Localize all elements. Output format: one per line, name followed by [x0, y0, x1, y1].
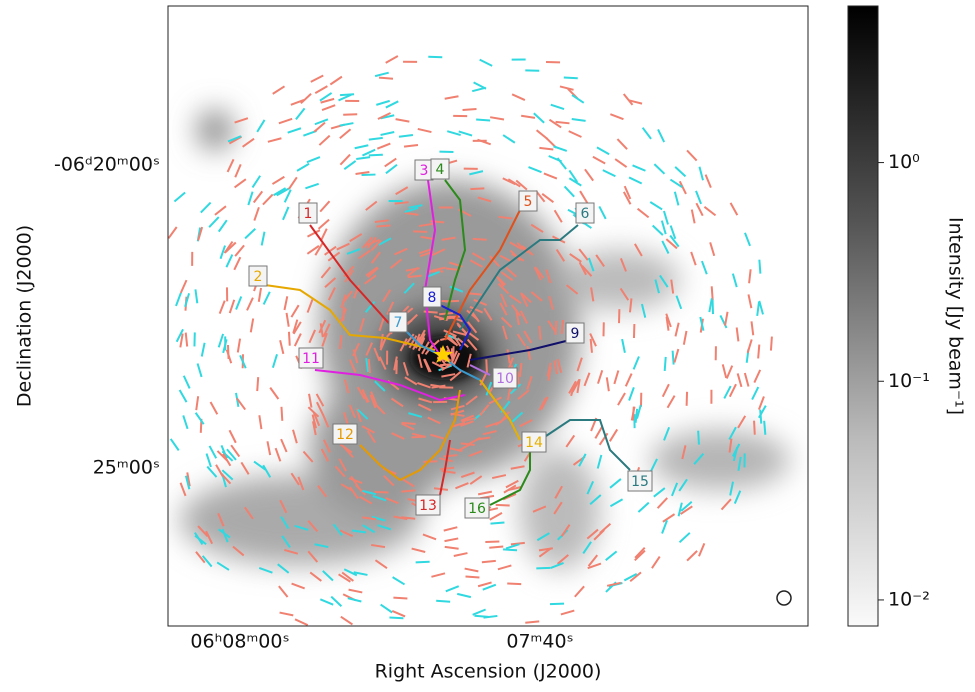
filament-label: 14 — [525, 435, 543, 451]
vector — [673, 351, 674, 365]
filament-label: 1 — [304, 206, 313, 222]
filament-label: 11 — [302, 351, 320, 367]
vector — [712, 286, 713, 300]
vector — [525, 621, 539, 622]
filament-label: 10 — [496, 371, 514, 387]
colorbar-tick-label: 10⁻² — [888, 588, 930, 610]
vector — [485, 541, 499, 542]
vector — [443, 455, 457, 456]
y-tick-label: 25ᵐ00ˢ — [93, 457, 160, 479]
filament-label: 9 — [571, 326, 580, 342]
filament-label: 8 — [428, 290, 437, 306]
vector — [539, 326, 540, 340]
x-tick-label: 06ʰ08ᵐ00ˢ — [190, 631, 289, 653]
vector — [490, 523, 504, 524]
vector — [496, 505, 510, 506]
vector — [760, 410, 761, 424]
vector — [343, 114, 357, 115]
y-tick-label: -06ᵈ20ᵐ00ˢ — [54, 154, 160, 176]
vector — [369, 155, 383, 156]
vector — [473, 239, 487, 240]
vector — [759, 260, 760, 274]
x-axis-label: Right Ascension (J2000) — [375, 661, 602, 683]
vector — [393, 598, 407, 599]
vector — [503, 549, 517, 550]
vector — [377, 225, 391, 226]
colorbar — [848, 6, 878, 626]
vector — [436, 601, 450, 602]
vector — [369, 359, 370, 373]
vector — [564, 78, 578, 79]
vector — [468, 293, 482, 294]
vector — [423, 461, 437, 462]
vector — [281, 407, 282, 421]
vector — [758, 345, 759, 359]
vector — [402, 423, 416, 424]
vector — [470, 188, 484, 189]
vector — [507, 583, 521, 584]
filament-label: 12 — [336, 427, 354, 443]
colorbar-label: Intensity [Jy beam⁻¹] — [945, 217, 967, 415]
vector — [474, 616, 488, 617]
vector — [489, 546, 503, 547]
vector — [556, 321, 557, 335]
vector — [379, 78, 393, 79]
y-axis-label: Declination (J2000) — [14, 225, 36, 407]
filament-label: 5 — [524, 194, 533, 210]
vector — [698, 431, 699, 445]
vector — [401, 490, 415, 491]
filament-label: 6 — [581, 206, 590, 222]
filament-label: 4 — [436, 162, 445, 178]
filament-label: 7 — [394, 315, 403, 331]
filament-label: 13 — [419, 498, 437, 514]
vector — [591, 339, 592, 353]
vector — [374, 492, 388, 493]
vector — [764, 421, 765, 435]
vector — [340, 94, 354, 95]
vector — [411, 437, 425, 438]
vector — [562, 320, 563, 334]
vector — [465, 576, 479, 577]
vector — [416, 562, 430, 563]
vector — [476, 119, 490, 120]
vector — [518, 372, 519, 386]
vector — [754, 421, 755, 435]
colorbar-tick-label: 10⁰ — [888, 151, 920, 173]
vector — [771, 337, 772, 351]
filament-label: 2 — [254, 269, 263, 285]
vector — [463, 109, 477, 110]
vector — [257, 377, 258, 391]
vector — [289, 332, 290, 346]
vector — [665, 357, 666, 371]
vector — [430, 221, 444, 222]
vector — [228, 345, 229, 359]
vector — [389, 618, 403, 619]
colorbar-tick-label: 10⁻¹ — [888, 370, 930, 392]
vector — [482, 561, 496, 562]
filament-label: 15 — [631, 474, 649, 490]
filament-label: 3 — [420, 163, 429, 179]
x-tick-label: 07ᵐ40ˢ — [506, 631, 573, 653]
vector — [424, 312, 438, 313]
vector — [486, 359, 487, 373]
filament-label: 16 — [468, 501, 486, 517]
